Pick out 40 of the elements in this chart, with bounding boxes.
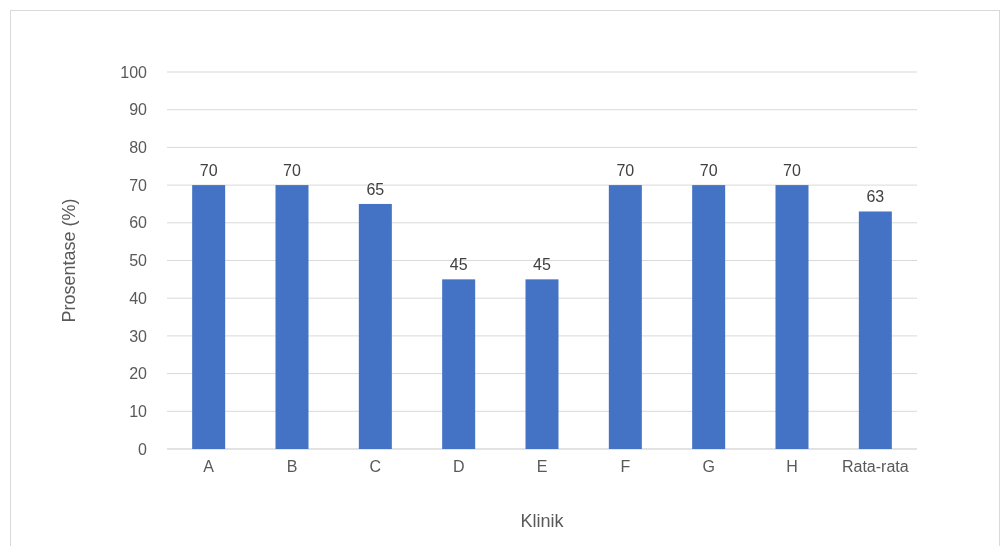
x-tick-label: C xyxy=(369,458,382,476)
data-label: 70 xyxy=(783,162,801,180)
bar xyxy=(358,203,392,449)
y-tick-label: 70 xyxy=(129,176,148,194)
bar xyxy=(775,185,809,449)
y-tick-label: 0 xyxy=(138,440,148,458)
x-tick-label: H xyxy=(786,458,798,476)
data-label: 63 xyxy=(866,188,885,206)
x-tick-label: G xyxy=(702,458,715,476)
y-tick-label: 80 xyxy=(129,139,148,156)
y-tick-label: 40 xyxy=(129,289,148,307)
data-label: 70 xyxy=(199,162,218,180)
x-tick-label: E xyxy=(536,458,548,476)
x-tick-label: F xyxy=(620,458,631,476)
y-tick-label: 90 xyxy=(129,101,148,119)
y-axis-title: Prosentase (%) xyxy=(59,198,79,323)
x-tick-label: Rata-rata xyxy=(841,458,909,476)
y-tick-label: 20 xyxy=(129,365,148,383)
data-label: 70 xyxy=(616,162,635,180)
data-label: 70 xyxy=(699,162,718,180)
bar xyxy=(192,185,226,449)
bar xyxy=(525,279,559,449)
x-tick-label: A xyxy=(203,458,215,476)
bar xyxy=(692,185,726,449)
y-tick-label: 100 xyxy=(120,63,148,81)
data-label: 45 xyxy=(449,256,468,274)
y-tick-label: 30 xyxy=(129,327,148,345)
bar xyxy=(858,211,892,449)
data-label: 65 xyxy=(366,180,385,198)
x-tick-label: B xyxy=(286,458,298,476)
data-label: 70 xyxy=(283,162,301,180)
x-tick-label: D xyxy=(452,458,465,476)
bar xyxy=(608,185,642,449)
bar xyxy=(275,185,309,449)
data-label: 45 xyxy=(533,256,551,274)
bar xyxy=(442,279,476,449)
y-tick-label: 10 xyxy=(129,402,148,420)
x-axis-title: Klinik xyxy=(520,511,565,531)
y-tick-label: 50 xyxy=(129,252,148,270)
y-tick-label: 60 xyxy=(129,214,148,232)
